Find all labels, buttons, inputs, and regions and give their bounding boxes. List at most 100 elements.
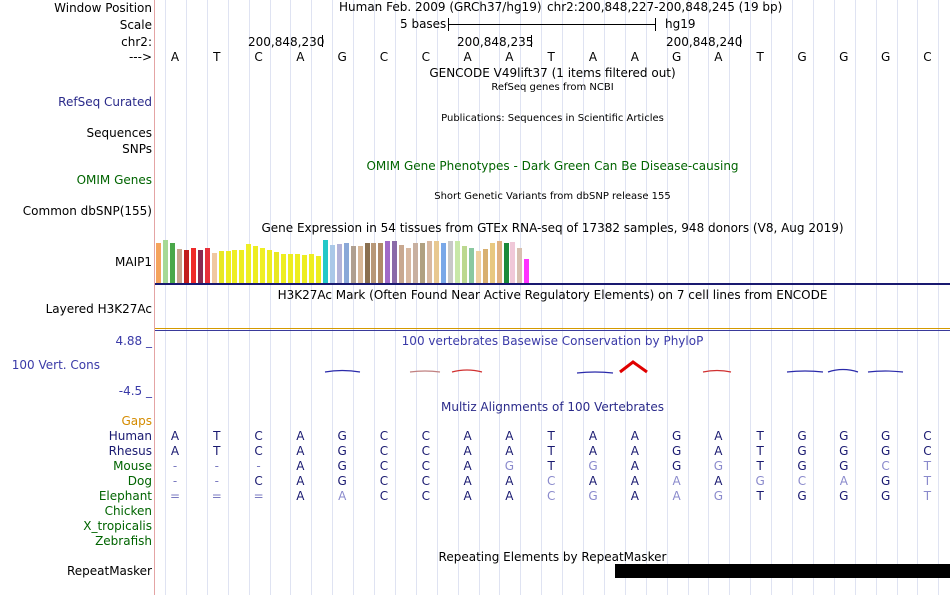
align-rhesus-18: G [880, 444, 891, 458]
gtex-tissue-bar[interactable] [357, 246, 363, 283]
gtex-tissue-bar[interactable] [440, 243, 446, 283]
ruler-tick-label-2: 200,848,235 [457, 35, 534, 49]
gtex-tissue-bar[interactable] [301, 254, 307, 283]
gtex-tissue-bar[interactable] [420, 242, 426, 283]
gtex-tissue-bar[interactable] [274, 252, 280, 283]
label-strand-arrow[interactable]: ---> [128, 50, 152, 64]
gtex-tissue-bar[interactable] [447, 241, 453, 283]
gtex-tissue-bar[interactable] [329, 244, 335, 283]
gtex-tissue-bar[interactable] [364, 242, 370, 283]
gtex-tissue-bar[interactable] [162, 239, 168, 283]
gtex-tissue-bar[interactable] [295, 253, 300, 283]
gtex-tissue-bar[interactable] [315, 255, 321, 283]
gtex-tissue-bar[interactable] [176, 248, 182, 283]
base-5: G [337, 50, 347, 64]
gtex-tissue-bar[interactable] [183, 250, 189, 283]
gtex-tissue-bar[interactable] [392, 240, 398, 283]
gtex-tissue-bar[interactable] [461, 246, 467, 283]
gtex-tissue-bar[interactable] [308, 253, 314, 283]
grid-line [603, 0, 605, 595]
gtex-tissue-bar[interactable] [489, 242, 495, 283]
species-label-dog[interactable]: Dog [127, 474, 152, 488]
species-label-mouse[interactable]: Mouse [113, 459, 152, 473]
align-mouse-17: G [839, 459, 849, 473]
label-100-vert-cons[interactable]: 100 Vert. Cons [11, 358, 100, 372]
gtex-tissue-bar[interactable] [510, 242, 516, 283]
label-sequences[interactable]: Sequences [86, 126, 152, 140]
gtex-tissue-bar[interactable] [169, 243, 175, 283]
grid-line [394, 0, 396, 595]
species-label-human[interactable]: Human [108, 429, 152, 443]
align-dog-12: A [630, 474, 639, 488]
gtex-tissue-bar[interactable] [197, 250, 203, 283]
gtex-tissue-bar[interactable] [385, 240, 391, 283]
ruler-tick-1 [322, 35, 323, 47]
gtex-tissue-bar[interactable] [517, 247, 523, 283]
gtex-tissue-bar[interactable] [204, 247, 210, 283]
phylop-mark-1 [324, 369, 361, 373]
grid-line [499, 0, 501, 595]
gtex-tissue-bar[interactable] [260, 247, 266, 283]
label-common-dbsnp[interactable]: Common dbSNP(155) [22, 204, 152, 218]
gtex-tissue-bar[interactable] [218, 251, 224, 283]
gtex-tissue-bar[interactable] [232, 249, 238, 283]
gtex-tissue-bar[interactable] [336, 244, 342, 283]
gtex-tissue-bar[interactable] [503, 242, 509, 283]
gtex-tissue-bar[interactable] [371, 242, 377, 283]
gtex-tissue-bar[interactable] [211, 253, 217, 283]
align-elephant-9: A [505, 489, 514, 503]
track-image-area[interactable]: Human Feb. 2009 (GRCh37/hg19) chr2:200,8… [155, 0, 950, 595]
label-snps[interactable]: SNPs [122, 142, 152, 156]
base-7: C [421, 50, 430, 64]
repeatmasker-track-title: Repeating Elements by RepeatMasker [438, 550, 667, 564]
gtex-tissue-bar[interactable] [281, 254, 287, 283]
gtex-tissue-bar[interactable] [322, 240, 328, 283]
refseq-track-title: RefSeq genes from NCBI [491, 82, 614, 93]
species-label-rhesus[interactable]: Rhesus [108, 444, 152, 458]
align-dog-3: C [254, 474, 263, 488]
gtex-tissue-bar[interactable] [496, 241, 502, 283]
species-label-zebrafish[interactable]: Zebrafish [95, 534, 152, 548]
align-human-1: A [170, 429, 180, 443]
gtex-tissue-bar[interactable] [524, 258, 530, 283]
gtex-tissue-bar[interactable] [399, 245, 405, 283]
gtex-tissue-bar[interactable] [378, 243, 384, 283]
species-label-elephant[interactable]: Elephant [98, 489, 152, 503]
label-refseq-curated[interactable]: RefSeq Curated [58, 95, 152, 109]
species-label-chicken[interactable]: Chicken [104, 504, 152, 518]
base-19: C [923, 50, 932, 64]
align-mouse-19: T [923, 459, 932, 473]
gtex-tissue-bar[interactable] [434, 241, 439, 283]
gtex-tissue-bar[interactable] [468, 247, 474, 283]
grid-line [478, 0, 480, 595]
label-gaps[interactable]: Gaps [121, 414, 152, 428]
gtex-tissue-bar[interactable] [406, 247, 412, 283]
label-repeatmasker[interactable]: RepeatMasker [66, 564, 152, 578]
label-layered-h3k27ac[interactable]: Layered H3K27Ac [45, 302, 152, 316]
gtex-tissue-bar[interactable] [475, 250, 481, 283]
gtex-tissue-bar[interactable] [253, 246, 259, 283]
align-elephant-6: C [379, 489, 389, 503]
label-maip1[interactable]: MAIP1 [115, 255, 152, 269]
gtex-tissue-bar[interactable] [350, 245, 356, 283]
gtex-tissue-bar[interactable] [427, 241, 433, 283]
label-omim-genes[interactable]: OMIM Genes [76, 173, 152, 187]
gtex-tissue-bar[interactable] [239, 249, 245, 283]
gtex-tissue-bar[interactable] [246, 244, 252, 283]
gtex-bar-chart[interactable] [155, 238, 555, 283]
species-label-x_tropicalis[interactable]: X_tropicalis [83, 519, 152, 533]
gtex-tissue-bar[interactable] [190, 247, 196, 283]
gtex-tissue-bar[interactable] [267, 249, 273, 283]
gtex-tissue-bar[interactable] [343, 242, 349, 283]
gtex-tissue-bar[interactable] [454, 240, 460, 283]
gtex-tissue-bar[interactable] [156, 243, 161, 283]
repeatmasker-element[interactable] [615, 564, 950, 578]
align-human-3: C [254, 429, 263, 443]
grid-line [436, 0, 438, 595]
gtex-tissue-bar[interactable] [225, 251, 231, 283]
gtex-tissue-bar[interactable] [482, 248, 488, 283]
grid-line [896, 0, 898, 595]
phylop-conservation-plot[interactable] [155, 352, 950, 382]
gtex-tissue-bar[interactable] [413, 243, 419, 283]
gtex-tissue-bar[interactable] [288, 253, 294, 283]
